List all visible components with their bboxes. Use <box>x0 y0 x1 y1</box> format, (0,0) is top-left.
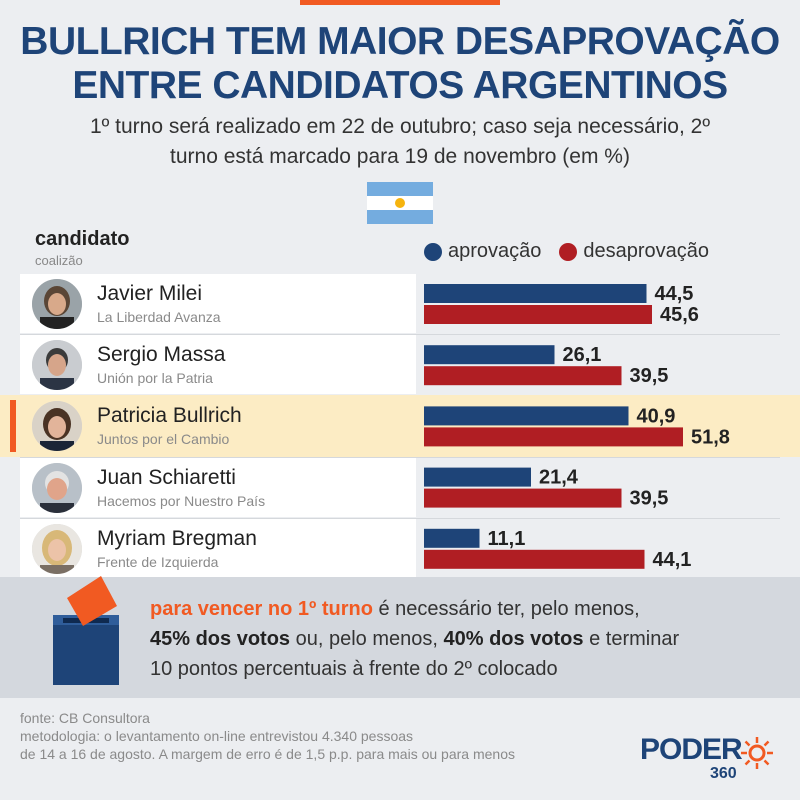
argentina-flag-icon <box>367 182 433 224</box>
info-line-3: 10 pontos percentuais à frente do 2º col… <box>150 658 558 680</box>
title-line-2: ENTRE CANDIDATOS ARGENTINOS <box>72 64 728 107</box>
ballot-box-icon <box>53 570 123 685</box>
approval-value-label-1: 26,1 <box>563 344 602 366</box>
disapproval-value-label-4: 44,1 <box>653 549 692 571</box>
logo-number: 360 <box>710 765 737 782</box>
approval-bar-2 <box>424 406 629 426</box>
approval-value-label-2: 40,9 <box>637 405 676 427</box>
disapproval-value-label-0: 45,6 <box>660 304 699 326</box>
subtitle-line-1: 1º turno será realizado em 22 de outubro… <box>89 115 711 138</box>
column-header: candidato coalizão <box>35 228 129 268</box>
title-line-1: BULLRICH TEM MAIOR DESAPROVAÇÃO <box>20 20 780 63</box>
legend-label-disapproval: desaprovação <box>583 240 710 262</box>
chart-legend: aprovação desaprovação <box>424 240 727 263</box>
legend-dot-disapproval <box>559 242 578 261</box>
logo-word: PODER <box>640 733 743 766</box>
approval-value-label-0: 44,5 <box>655 283 694 305</box>
info-line-2: 45% dos votos ou, pelo menos, 40% dos vo… <box>150 624 790 654</box>
disapproval-value-label-2: 51,8 <box>691 426 730 448</box>
avatar-schiaretti <box>32 463 82 513</box>
candidate-row-schiaretti: Juan Schiaretti Hacemos por Nuestro País <box>20 458 800 519</box>
subtitle-line-2: turno está marcado para 19 de novembro (… <box>170 145 630 168</box>
approval-bar-4 <box>424 528 480 548</box>
avatar-massa <box>32 340 82 390</box>
approval-bar-0 <box>424 284 647 303</box>
candidate-card: Patricia Bullrich Juntos por el Cambio <box>20 396 416 455</box>
approval-value-label-3: 21,4 <box>539 467 579 489</box>
candidate-row-milei: Javier Milei La Liberdad Avanza <box>20 274 800 335</box>
candidate-party: Unión por la Patria <box>97 370 213 386</box>
footer-source: fonte: CB Consultora <box>20 710 150 726</box>
avatar-bullrich <box>32 401 82 451</box>
candidate-party: La Liberdad Avanza <box>97 309 221 325</box>
disapproval-bar-2 <box>424 427 683 447</box>
candidate-card: Myriam Bregman Frente de Izquierda <box>20 519 416 578</box>
candidate-row-massa: Sergio Massa Unión por la Patria <box>20 335 800 396</box>
top-accent-bar <box>300 0 500 5</box>
candidate-name: Myriam Bregman <box>97 527 257 550</box>
disapproval-value-label-3: 39,5 <box>630 488 669 510</box>
legend-label-approval: aprovação <box>448 240 542 262</box>
poder360-logo: PODER 360 <box>640 733 780 788</box>
candidate-name: Sergio Massa <box>97 343 226 366</box>
row-divider <box>20 457 780 458</box>
highlight-marker <box>10 400 16 452</box>
approval-value-label-4: 11,1 <box>488 528 526 550</box>
disapproval-bar-1 <box>424 366 622 386</box>
candidate-card: Sergio Massa Unión por la Patria <box>20 335 416 394</box>
info-bold-45: 45% dos votos <box>150 628 291 650</box>
chart-title: BULLRICH TEM MAIOR DESAPROVAÇÃO ENTRE CA… <box>0 20 800 108</box>
avatar-milei <box>32 279 82 329</box>
approval-bar-1 <box>424 345 555 365</box>
avatar-bregman <box>32 524 82 574</box>
legend-dot-approval <box>424 242 442 261</box>
candidate-row-bullrich: Patricia Bullrich Juntos por el Cambio <box>0 395 800 457</box>
legend-item-approval: aprovação <box>424 240 541 263</box>
info-text-part: e terminar <box>583 628 680 650</box>
logo-sun-icon <box>741 737 773 769</box>
row-divider <box>20 334 780 335</box>
row-divider <box>20 518 780 519</box>
info-text-part: ou, pelo menos, <box>290 628 444 650</box>
candidate-name: Patricia Bullrich <box>97 404 242 427</box>
footer: fonte: CB Consultora metodologia: o leva… <box>20 709 515 763</box>
bar-chart: 44,545,6 26,1 39,5 40,9 51,8 21,4 39,5 11,1 44,1 <box>424 283 730 571</box>
chart-subtitle: 1º turno será realizado em 22 de outubro… <box>40 112 760 172</box>
info-bold-40: 40% dos votos <box>443 628 584 650</box>
disapproval-bar-4 <box>424 549 645 569</box>
disapproval-bar-3 <box>424 488 622 508</box>
legend-item-disapproval: desaprovação <box>559 240 709 263</box>
candidate-card: Juan Schiaretti Hacemos por Nuestro País <box>20 458 416 517</box>
info-text: para vencer no 1º turno é necessário ter… <box>150 594 790 684</box>
approval-bar-3 <box>424 467 531 487</box>
info-highlight: para vencer no 1º turno <box>150 598 373 620</box>
info-line-1: para vencer no 1º turno é necessário ter… <box>150 594 790 624</box>
column-header-coalition: coalizão <box>35 253 83 268</box>
candidate-name: Javier Milei <box>97 282 203 305</box>
footer-methodology-1: metodologia: o levantamento on-line entr… <box>20 728 414 744</box>
info-panel <box>0 577 800 698</box>
info-text-part: é necessário ter, pelo menos, <box>372 598 640 620</box>
disapproval-bar-0 <box>424 305 652 324</box>
column-header-candidate: candidato <box>35 228 130 250</box>
footer-methodology-2: de 14 a 16 de agosto. A margem de erro é… <box>20 746 515 762</box>
candidate-card: Javier Milei La Liberdad Avanza <box>20 274 416 333</box>
candidate-party: Hacemos por Nuestro País <box>97 493 266 509</box>
candidate-row-bregman: Myriam Bregman Frente de Izquierda <box>20 519 800 580</box>
disapproval-value-label-1: 39,5 <box>630 365 669 387</box>
candidate-party: Juntos por el Cambio <box>97 431 230 447</box>
candidate-party: Frente de Izquierda <box>97 554 219 570</box>
candidate-name: Juan Schiaretti <box>97 466 236 489</box>
